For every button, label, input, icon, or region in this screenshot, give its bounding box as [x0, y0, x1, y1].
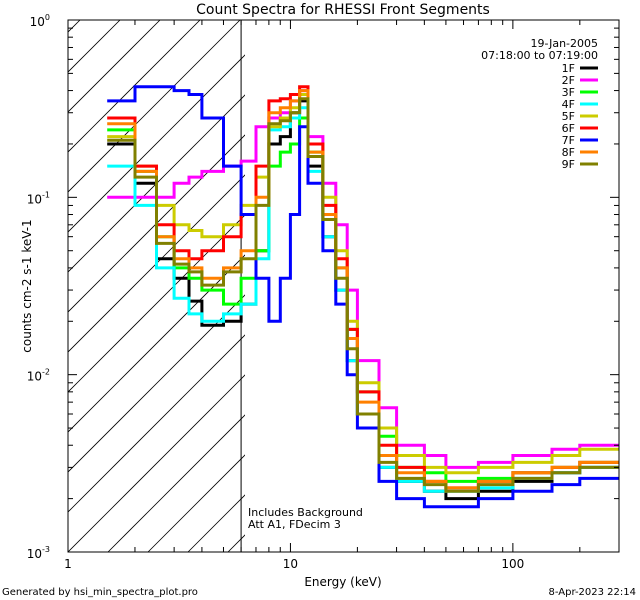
legend-label-4F: 4F: [562, 98, 575, 111]
hatch-line: [68, 20, 81, 33]
hatch-line: [68, 254, 245, 433]
legend-label-7F: 7F: [562, 134, 575, 147]
legend-label-1F: 1F: [562, 62, 575, 75]
y-tick-label: 10-2: [27, 368, 50, 384]
footer-timestamp: 8-Apr-2023 22:14: [549, 587, 636, 598]
hatch-line: [68, 20, 241, 193]
excluded-energy-hatch: [0, 0, 640, 552]
hatch-line: [68, 174, 245, 353]
hatch-line: [107, 414, 245, 552]
hatch-line: [68, 20, 161, 113]
x-axis-label: Energy (keV): [304, 575, 381, 589]
x-tick-label: 100: [501, 557, 524, 571]
observation-time-range: 07:18:00 to 07:19:00: [481, 49, 598, 62]
annotation-background: Includes Background: [248, 506, 363, 519]
legend-label-9F: 9F: [562, 158, 575, 171]
y-axis-label: counts cm-2 s-1 keV-1: [20, 219, 34, 352]
x-tick-label: 10: [283, 557, 298, 571]
hatch-line: [68, 20, 201, 153]
series-lines: [107, 85, 619, 509]
hatch-line: [0, 0, 68, 552]
annotation-attenuator: Att A1, FDecim 3: [248, 518, 341, 531]
hatch-line: [68, 374, 245, 552]
series-1F-line: [107, 99, 619, 501]
legend-label-3F: 3F: [562, 86, 575, 99]
legend-label-8F: 8F: [562, 146, 575, 159]
hatch-line: [68, 54, 245, 233]
legend-label-6F: 6F: [562, 122, 575, 135]
y-tick-label: 100: [30, 13, 50, 29]
legend-label-2F: 2F: [562, 74, 575, 87]
axis-ticks: [67, 20, 620, 553]
y-tick-label: 10-1: [27, 190, 50, 206]
plot-frame: [67, 19, 620, 553]
series-4F-line: [107, 106, 619, 493]
series-2F-line: [107, 89, 619, 469]
chart-title: Count Spectra for RHESSI Front Segments: [196, 2, 490, 18]
hatch-line: [68, 134, 245, 313]
series-5F-line: [107, 93, 619, 475]
y-tick-label: 10-3: [27, 545, 50, 561]
y-tick-labels: 100 10-1 10-2 10-3: [27, 13, 50, 561]
observation-date: 19-Jan-2005: [531, 37, 599, 50]
x-tick-labels: 1 10 100: [64, 557, 524, 571]
hatch-line: [268, 0, 640, 552]
x-tick-label: 1: [64, 557, 72, 571]
hatch-line: [68, 334, 245, 513]
series-9F-line: [107, 97, 619, 493]
footer-generated-by: Generated by hsi_min_spectra_plot.pro: [2, 587, 198, 598]
hatch-line: [68, 294, 245, 473]
legend-label-5F: 5F: [562, 110, 575, 123]
